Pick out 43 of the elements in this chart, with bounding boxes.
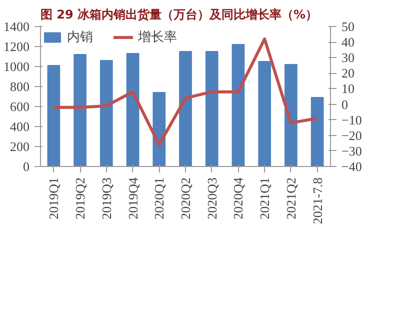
x-tick-label: 2020Q3: [204, 178, 220, 220]
y2-tick-label: −40: [342, 159, 362, 174]
legend-label: 内销: [67, 29, 93, 46]
bar: [152, 92, 166, 166]
y2-tick-label: 50: [342, 19, 354, 34]
x-tick-label: 2019Q4: [125, 177, 140, 220]
bar: [74, 54, 86, 166]
bar: [232, 44, 245, 166]
y2-tick-label: 30: [342, 50, 354, 66]
y-tick-label: 1000: [4, 59, 30, 74]
x-tick-label: 2019Q3: [98, 178, 114, 220]
x-tick-label: 2020Q2: [178, 178, 193, 220]
y-tick-label: 1200: [4, 39, 30, 54]
x-tick-label: 2020Q1: [152, 178, 167, 220]
y2-tick-label: −20: [342, 128, 362, 143]
y2-tick-label: 10: [342, 81, 354, 96]
y2-tick-label: −10: [342, 112, 362, 128]
legend-label: 增长率: [138, 29, 177, 46]
bar: [100, 60, 113, 166]
x-tick-label: 2021Q2: [283, 178, 298, 220]
x-tick-label: 2019Q1: [46, 178, 62, 220]
y-tick-label: 400: [10, 119, 30, 134]
bar: [258, 61, 272, 166]
y2-tick-label: 20: [342, 66, 354, 81]
y-tick-label: 200: [10, 139, 30, 154]
y2-tick-label: 40: [342, 34, 354, 50]
y-tick-label: 1400: [4, 19, 30, 34]
y2-tick-label: 0: [342, 96, 348, 112]
bar: [284, 64, 298, 166]
bar: [126, 53, 140, 166]
bar: [179, 51, 192, 166]
y-tick-label: 0: [23, 159, 30, 174]
x-tick-label: 2019Q2: [72, 178, 88, 220]
bar: [47, 65, 60, 166]
x-tick-label: 2021Q1: [257, 178, 272, 220]
y-tick-label: 800: [10, 79, 30, 94]
x-tick-label: 2021-7.8: [310, 177, 325, 224]
bar: [310, 97, 324, 166]
y-tick-label: 600: [10, 99, 30, 114]
bar: [205, 51, 218, 166]
x-tick-label: 2020Q4: [230, 177, 246, 220]
chart-title: 图 29 冰箱内销出货量（万台）及同比增长率（%）: [40, 8, 318, 22]
y2-tick-label: −30: [342, 143, 362, 158]
